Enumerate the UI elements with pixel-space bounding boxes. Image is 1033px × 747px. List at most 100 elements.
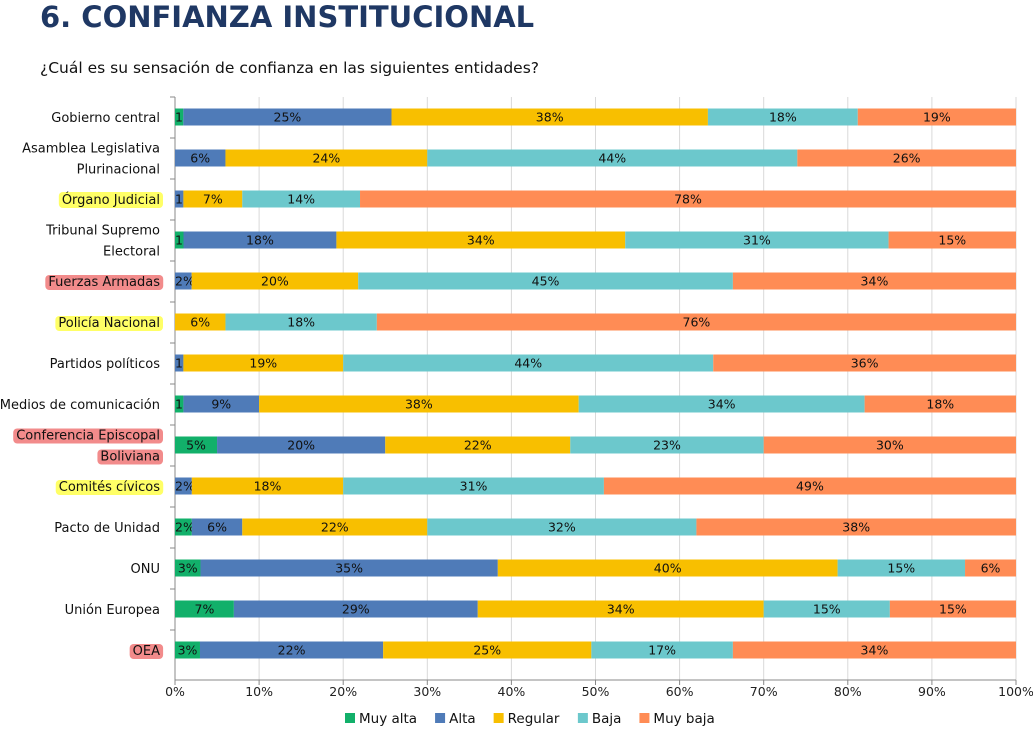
bar-segment [233,600,478,618]
x-tick-label: 60% [666,684,694,699]
x-tick-label: 40% [498,684,526,699]
data-label: 2% [175,479,195,494]
bar-segment [175,231,184,249]
category-label: Medios de comunicación [0,398,160,413]
data-label: 6% [190,315,210,330]
bar-segment [183,108,392,126]
bar-segment [175,477,192,495]
bar-segment [427,149,798,167]
x-tick-label: 50% [582,684,610,699]
bar-segment [191,477,344,495]
bar-segment [175,559,201,577]
legend-swatch [435,713,446,723]
data-label: 34% [861,274,889,289]
category-label: Boliviana [100,450,160,465]
bar-segment [570,436,764,454]
bar-segment [763,600,890,618]
label-highlight [129,644,164,659]
bar-segment [713,354,1016,372]
x-tick-label: 30% [413,684,441,699]
data-label: 34% [708,397,736,412]
bar-segment [183,395,260,413]
bar-segment [763,436,1016,454]
data-label: 18% [287,315,315,330]
bar-segment [385,436,571,454]
legend-label: Baja [592,711,622,727]
bar-segment [477,600,764,618]
data-label: 31% [743,233,771,248]
bar-segment [383,641,592,659]
bar-segment [200,559,498,577]
bar-segment [864,395,1016,413]
category-label: Partidos políticos [50,357,161,372]
bar-segment [336,231,626,249]
data-label: 15% [938,233,966,248]
x-tick-label: 10% [245,684,273,699]
bar-segment [965,559,1016,577]
category-label: Comités cívicos [59,480,160,495]
data-label: 34% [607,602,635,617]
bar-segment [732,272,1016,290]
label-highlight [13,428,163,444]
bar-segment [175,436,218,454]
bar-segment [259,395,579,413]
label-highlight [55,316,163,331]
bar-segment [225,149,428,167]
data-label: 38% [842,520,870,535]
data-label: 38% [405,397,433,412]
category-label: Asamblea Legislativa [22,142,160,157]
data-label: 36% [851,356,879,371]
x-tick-label: 80% [834,684,862,699]
data-label: 32% [548,520,576,535]
data-label: 38% [536,110,564,125]
category-label: Gobierno central [51,111,160,126]
bar-segment [391,108,708,126]
bar-segment [183,190,243,208]
data-label: 45% [532,274,560,289]
data-label: 26% [893,151,921,166]
data-label: 18% [769,110,797,125]
data-label: 18% [926,397,954,412]
category-label: OEA [133,644,160,659]
data-label: 2% [175,520,195,535]
label-highlight [97,449,163,465]
label-highlight [58,192,163,208]
bar-segment [183,354,344,372]
bar-segment [797,149,1016,167]
data-label: 23% [653,438,681,453]
bar-segment [175,395,184,413]
x-tick-label: 90% [918,684,946,699]
chart-question: ¿Cuál es su sensación de confianza en la… [40,59,539,77]
data-label: 20% [261,274,289,289]
legend-label: Alta [449,711,476,727]
data-label: 5% [186,438,206,453]
bar-segment [889,600,1016,618]
data-label: 24% [312,151,340,166]
bar-segment [427,518,697,536]
bar-segment [242,518,428,536]
bar-segment [191,272,359,290]
bar-segment [343,354,714,372]
legend-label: Regular [508,711,560,727]
bar-segment [175,641,200,659]
x-tick-label: 0% [165,684,185,699]
data-label: 19% [923,110,951,125]
legend-swatch [493,713,504,723]
data-label: 44% [514,356,542,371]
bar-segment [360,190,1016,208]
bar-segment [888,231,1016,249]
data-label: 3% [178,643,198,658]
data-label: 30% [876,438,904,453]
data-label: 9% [211,397,231,412]
bar-segment [242,190,361,208]
data-label: 76% [683,315,711,330]
bar-segment [591,641,733,659]
bar-segment [175,272,192,290]
bar-segment [175,108,184,126]
data-label: 18% [254,479,282,494]
data-label: 2% [175,274,195,289]
legend-swatch [577,713,588,723]
data-label: 34% [861,643,889,658]
category-label: Pacto de Unidad [54,521,160,536]
